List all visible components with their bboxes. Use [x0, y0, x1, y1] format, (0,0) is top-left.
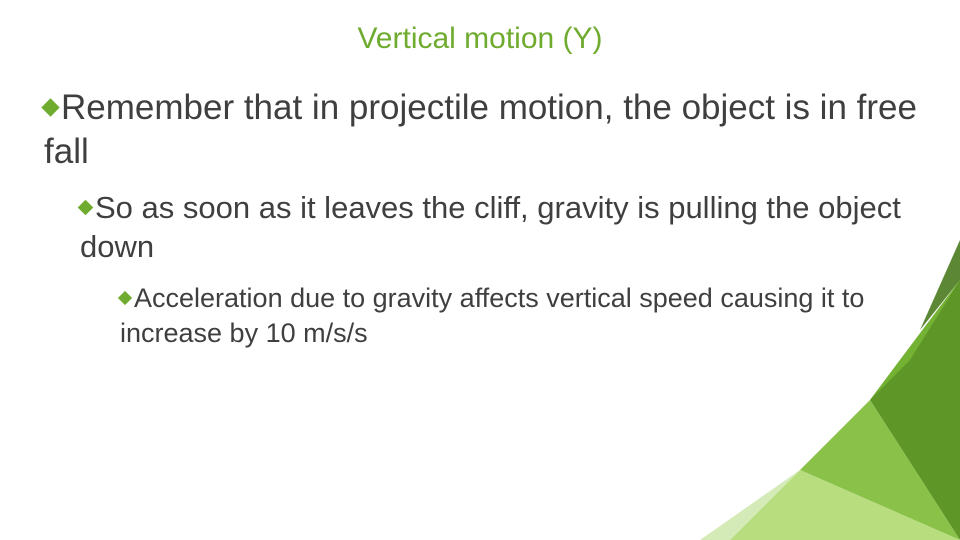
slide: Vertical motion (Y) Remember that in pro…	[0, 0, 960, 540]
bullet-level-2: So as soon as it leaves the cliff, gravi…	[80, 188, 930, 267]
bullet-text: So as soon as it leaves the cliff, gravi…	[80, 190, 901, 265]
bullet-level-1: Remember that in projectile motion, the …	[44, 86, 930, 174]
slide-title: Vertical motion (Y)	[0, 22, 960, 56]
diamond-bullet-icon	[118, 291, 132, 305]
bullet-level-3: Acceleration due to gravity affects vert…	[120, 281, 930, 351]
bullet-text: Remember that in projectile motion, the …	[44, 88, 917, 171]
diamond-bullet-icon	[78, 200, 94, 216]
bullet-text: Acceleration due to gravity affects vert…	[120, 283, 864, 348]
slide-content: Remember that in projectile motion, the …	[44, 86, 930, 351]
diamond-bullet-icon	[41, 99, 59, 117]
